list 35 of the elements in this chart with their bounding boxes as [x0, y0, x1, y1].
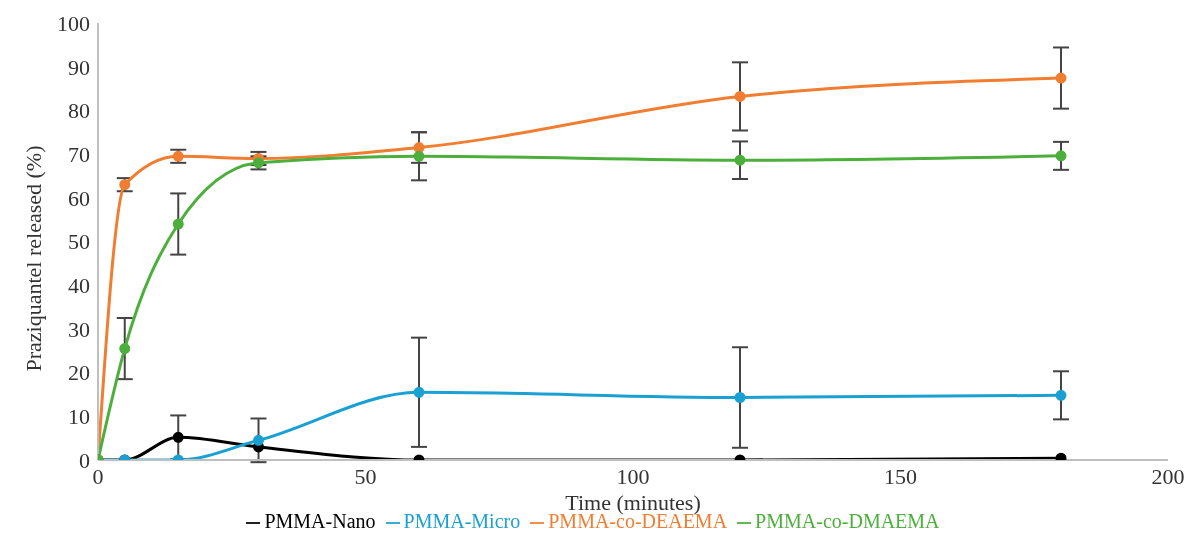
- point: [119, 343, 131, 355]
- y-tick-label: 80: [68, 98, 90, 124]
- y-axis-title: Praziquantel released (%): [20, 145, 46, 372]
- x-tick-label: 200: [1151, 463, 1185, 489]
- y-tick-label: 30: [68, 316, 90, 342]
- y-tick-label: 90: [68, 54, 90, 80]
- point: [253, 434, 264, 446]
- point: [734, 90, 746, 102]
- point: [172, 431, 184, 443]
- point: [119, 179, 131, 191]
- point: [413, 386, 425, 398]
- y-tick-label: 10: [68, 404, 90, 430]
- point: [253, 157, 264, 169]
- point: [734, 392, 746, 404]
- y-tick-label: 100: [57, 10, 90, 36]
- x-tick-label: 50: [354, 463, 377, 489]
- y-tick-label: 20: [68, 360, 90, 386]
- point: [172, 218, 184, 230]
- point: [1055, 72, 1067, 84]
- legend-label: PMMA-Micro: [403, 510, 521, 532]
- x-tick-label: 150: [884, 463, 917, 489]
- legend-label: PMMA-co-DMAEMA: [755, 510, 940, 532]
- y-tick-label: 40: [68, 273, 90, 299]
- point: [1055, 389, 1067, 401]
- point: [413, 150, 425, 162]
- x-axis-title: Time (minutes): [565, 490, 701, 515]
- point: [172, 150, 184, 162]
- x-tick-label: 100: [616, 463, 650, 489]
- y-tick-label: 70: [68, 141, 90, 167]
- point: [1055, 150, 1067, 162]
- point: [734, 154, 746, 166]
- y-tick-label: 60: [68, 185, 90, 211]
- legend-label: PMMA-Nano: [264, 510, 376, 532]
- y-tick-label: 0: [79, 447, 90, 473]
- y-tick-label: 50: [68, 229, 90, 255]
